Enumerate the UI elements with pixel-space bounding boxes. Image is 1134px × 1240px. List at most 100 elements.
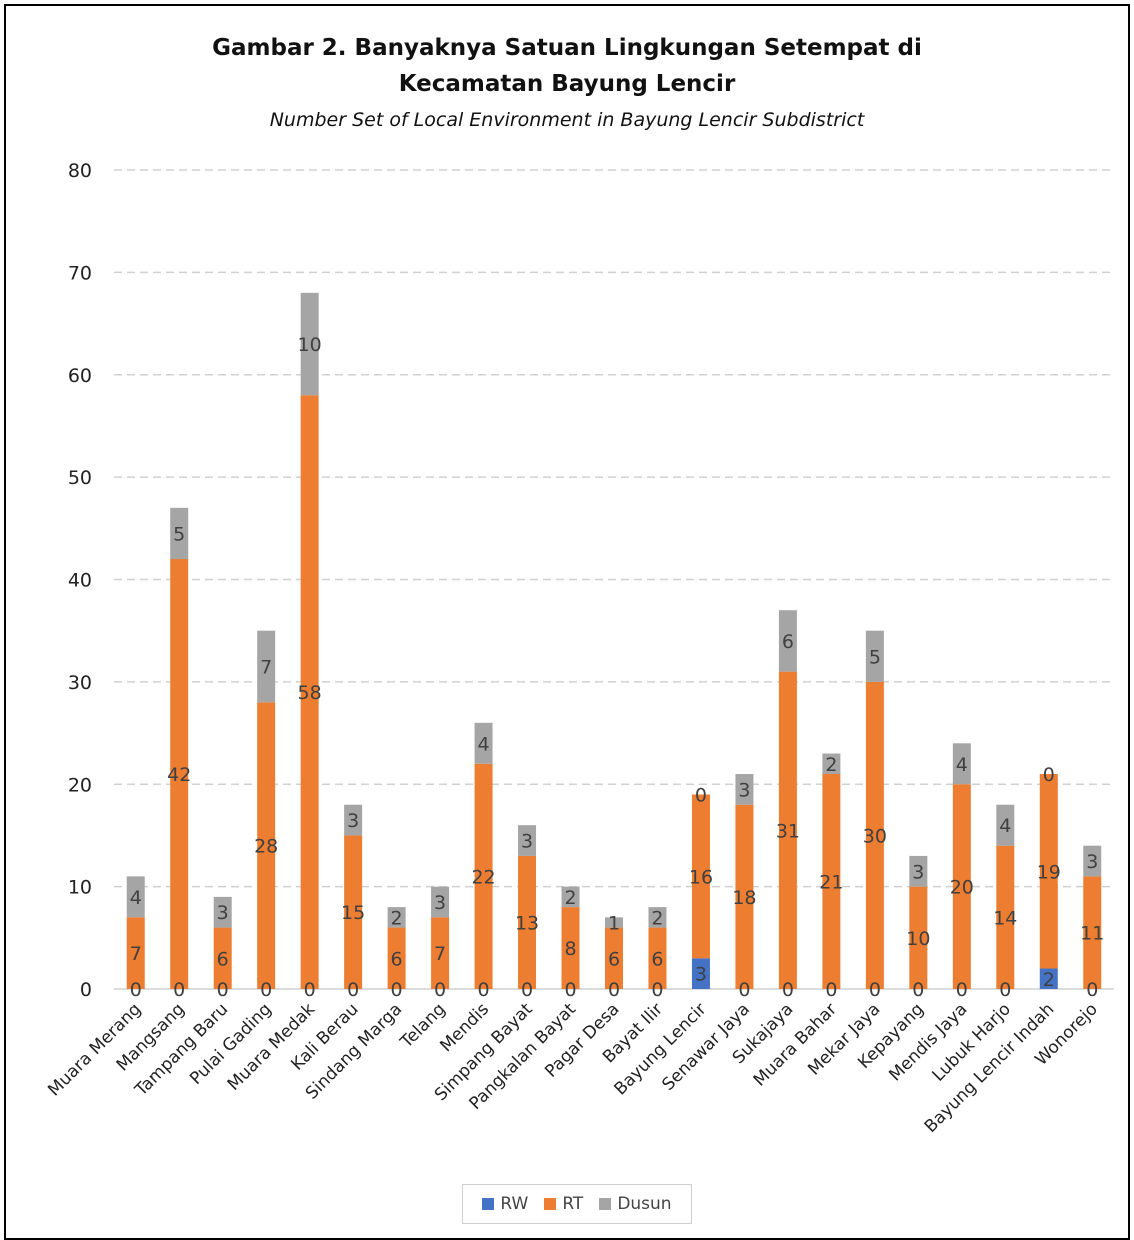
data-label-rw-bayung-lencir-indah: 2 [1043, 969, 1055, 991]
bar-dusun-pangkalan-bayat [561, 886, 580, 908]
data-label-rt-senawar-jaya: 18 [732, 887, 756, 909]
bar-rt-bayung-lencir-indah [1039, 774, 1058, 969]
data-label-rw-senawar-jaya: 0 [738, 979, 750, 1001]
legend-swatch-rw [482, 1198, 495, 1210]
legend-item-dusun: Dusun [599, 1194, 672, 1214]
data-label-dusun-wonorejo: 3 [1086, 851, 1098, 873]
y-tick-label-60: 60 [68, 365, 92, 387]
data-label-rw-muara-merang: 0 [130, 979, 142, 1001]
bar-rt-mendis-jaya [952, 784, 971, 989]
data-label-rw-sindang-marga: 0 [391, 979, 403, 1001]
y-tick-label-30: 30 [68, 672, 92, 694]
data-label-dusun-pagar-desa: 1 [608, 912, 620, 934]
data-label-rw-muara-bahar: 0 [825, 979, 837, 1001]
data-label-rt-sindang-marga: 6 [391, 948, 403, 970]
data-label-dusun-pangkalan-bayat: 2 [564, 887, 576, 909]
bar-rt-muara-medak [300, 395, 319, 990]
bar-dusun-muara-medak [300, 292, 319, 396]
bar-rt-pagar-desa [605, 927, 623, 989]
bar-rw-bayung-lencir [691, 958, 710, 989]
data-label-rt-mangsang: 42 [167, 764, 191, 786]
bar-dusun-pagar-desa [605, 917, 623, 928]
data-label-dusun-bayung-lencir-indah: 0 [1043, 764, 1055, 786]
bar-rw-bayung-lencir-indah [1039, 968, 1058, 989]
bar-dusun-kali-berau [344, 804, 363, 836]
data-label-rw-mendis-jaya: 0 [956, 979, 968, 1001]
bar-rt-mangsang [170, 559, 189, 989]
bar-rt-simpang-bayat [518, 855, 537, 989]
bar-rt-muara-bahar [822, 774, 841, 989]
bar-dusun-mekar-jaya [865, 630, 884, 682]
bar-dusun-senawar-jaya [735, 774, 754, 805]
bar-dusun-muara-merang [126, 876, 145, 918]
data-label-rt-wonorejo: 11 [1080, 923, 1104, 945]
bar-rt-telang [431, 917, 450, 989]
chart-title-line-1: Gambar 2. Banyaknya Satuan Lingkungan Se… [212, 35, 922, 61]
chart-frame [4, 4, 1130, 1240]
bar-rt-mekar-jaya [865, 681, 884, 989]
chart-title-line-2: Kecamatan Bayung Lencir [398, 71, 736, 97]
data-label-rt-tampang-baru: 6 [217, 948, 229, 970]
data-label-dusun-muara-bahar: 2 [825, 754, 837, 776]
legend-swatch-rt [544, 1198, 557, 1210]
bar-dusun-mangsang [170, 507, 189, 560]
data-label-rt-mendis-jaya: 20 [950, 877, 974, 899]
legend-swatch-dusun [599, 1198, 612, 1210]
data-label-rt-bayat-ilir: 6 [651, 948, 663, 970]
data-label-dusun-kali-berau: 3 [347, 810, 359, 832]
chart-legend: RW RT Dusun [462, 1184, 692, 1224]
data-label-rw-mangsang: 0 [173, 979, 185, 1001]
data-label-rt-sukajaya: 31 [776, 820, 800, 842]
data-label-dusun-mangsang: 5 [173, 523, 185, 545]
data-label-dusun-kepayang: 3 [912, 861, 924, 883]
bar-rt-pangkalan-bayat [561, 907, 580, 989]
bar-rt-kepayang [909, 886, 928, 989]
data-label-rw-bayat-ilir: 0 [651, 979, 663, 1001]
data-label-rw-tampang-baru: 0 [217, 979, 229, 1001]
data-label-rt-lubuk-harjo: 14 [993, 907, 1017, 929]
bar-dusun-sindang-marga [387, 907, 406, 928]
data-label-rw-kepayang: 0 [912, 979, 924, 1001]
data-label-dusun-senawar-jaya: 3 [738, 779, 750, 801]
data-label-rw-muara-medak: 0 [304, 979, 316, 1001]
bar-dusun-tampang-baru [213, 896, 232, 928]
chart-title: Gambar 2. Banyaknya Satuan Lingkungan Se… [0, 30, 1134, 102]
bar-rt-senawar-jaya [735, 804, 754, 989]
data-label-rt-simpang-bayat: 13 [515, 912, 539, 934]
legend-item-rw: RW [482, 1194, 528, 1214]
data-label-rw-simpang-bayat: 0 [521, 979, 533, 1001]
data-label-rt-bayung-lencir: 16 [689, 866, 713, 888]
data-label-rt-mendis: 22 [471, 866, 495, 888]
bar-rt-tampang-baru [213, 927, 232, 989]
data-label-rw-pangkalan-bayat: 0 [564, 979, 576, 1001]
legend-label-dusun: Dusun [617, 1194, 672, 1214]
data-label-rt-pangkalan-bayat: 8 [564, 938, 576, 960]
chart-subtitle: Number Set of Local Environment in Bayun… [269, 109, 865, 131]
data-label-dusun-bayung-lencir: 0 [695, 784, 707, 806]
data-label-dusun-bayat-ilir: 2 [651, 907, 663, 929]
data-label-dusun-lubuk-harjo: 4 [999, 815, 1011, 837]
data-label-dusun-muara-medak: 10 [298, 334, 322, 356]
y-tick-label-70: 70 [68, 262, 92, 284]
data-label-rw-pagar-desa: 0 [608, 979, 620, 1001]
bar-rt-bayung-lencir [691, 794, 710, 959]
bar-dusun-pulai-gading [257, 630, 276, 703]
bar-dusun-sukajaya [778, 610, 797, 672]
y-tick-label-10: 10 [68, 877, 92, 899]
data-label-rw-lubuk-harjo: 0 [999, 979, 1011, 1001]
bar-rt-sukajaya [778, 671, 797, 989]
y-tick-label-20: 20 [68, 774, 92, 796]
bar-dusun-muara-bahar [822, 753, 841, 775]
data-label-dusun-tampang-baru: 3 [217, 902, 229, 924]
data-label-rt-mekar-jaya: 30 [863, 825, 887, 847]
y-tick-label-80: 80 [68, 160, 92, 182]
data-label-rw-telang: 0 [434, 979, 446, 1001]
data-label-dusun-mekar-jaya: 5 [869, 646, 881, 668]
data-label-dusun-simpang-bayat: 3 [521, 831, 533, 853]
y-tick-label-50: 50 [68, 467, 92, 489]
data-label-rt-pagar-desa: 6 [608, 948, 620, 970]
bar-dusun-mendis [474, 722, 493, 764]
data-label-rw-kali-berau: 0 [347, 979, 359, 1001]
data-label-rt-muara-bahar: 21 [819, 872, 843, 894]
